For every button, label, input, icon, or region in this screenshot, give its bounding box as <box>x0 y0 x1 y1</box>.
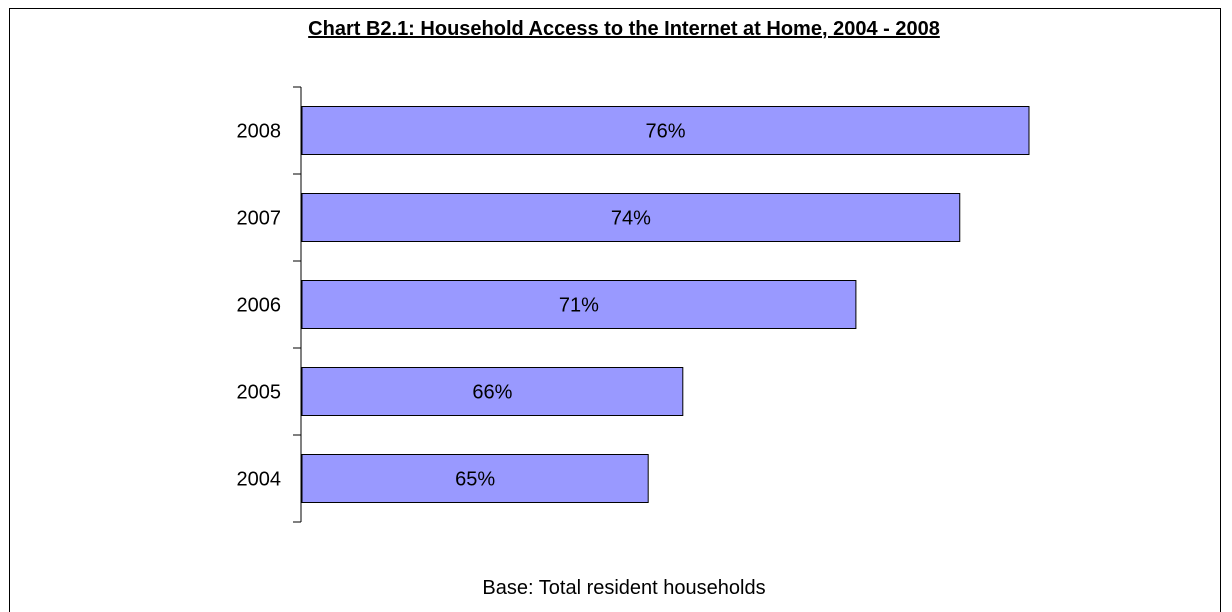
chart-title: Chart B2.1: Household Access to the Inte… <box>308 18 940 40</box>
category-label-2006: 2006 <box>237 295 282 317</box>
bar-2005 <box>301 367 684 416</box>
category-label-2005: 2005 <box>237 382 282 404</box>
bar-2004 <box>301 454 649 503</box>
category-label-2008: 2008 <box>237 121 282 143</box>
chart-frame <box>9 8 1221 612</box>
data-label-2007: 74% <box>611 208 651 230</box>
data-label-2005: 66% <box>472 382 512 404</box>
category-label-2004: 2004 <box>237 469 282 491</box>
chart-footnote: Base: Total resident households <box>482 577 766 599</box>
category-label-2007: 2007 <box>237 208 282 230</box>
bar-2008 <box>301 106 1030 155</box>
data-label-2008: 76% <box>645 121 685 143</box>
bar-2007 <box>301 193 961 242</box>
data-label-2006: 71% <box>559 295 599 317</box>
data-label-2004: 65% <box>455 469 495 491</box>
bar-2006 <box>301 280 857 329</box>
